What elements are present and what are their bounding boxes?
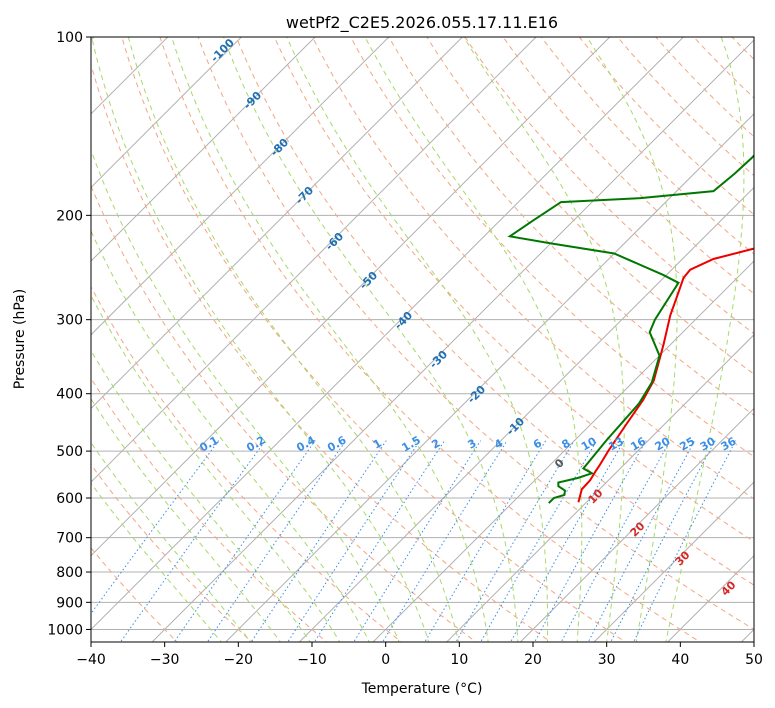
y-tick-label: 300: [56, 313, 83, 329]
mixing-ratio-line: [250, 440, 387, 642]
plot-area: [91, 37, 754, 642]
mixing-ratio-line: [382, 440, 508, 642]
dry-adiabat-line: [197, 37, 754, 631]
x-tick-label: 50: [745, 652, 763, 668]
y-tick-label: 400: [56, 387, 83, 403]
y-tick-label: 600: [56, 491, 83, 507]
moist-adiabat-line: [171, 37, 489, 642]
dry-adiabat-line: [121, 37, 627, 642]
chart-title: wetPf2_C2E5.2026.055.17.11.E16: [286, 13, 558, 33]
moist-adiabat-line: [91, 349, 311, 642]
mixing-ratio-line: [424, 440, 547, 642]
dry-adiabat-line: [311, 37, 754, 500]
isotherm-gridline: [91, 37, 464, 410]
moist-adiabat-line: [91, 482, 222, 642]
x-tick-label: 10: [450, 652, 468, 668]
moist-adiabat-line: [91, 229, 370, 642]
y-tick-label: 200: [56, 208, 83, 224]
plot-frame: [90, 36, 755, 643]
isotherm-gridline: [91, 37, 243, 189]
moist-adiabat-line: [127, 37, 460, 642]
moist-adiabat-line: [91, 148, 400, 642]
y-tick-label: 900: [56, 595, 83, 611]
x-tick-label: 30: [598, 652, 616, 668]
isotherm-gridline: [298, 186, 754, 642]
mixing-ratio-line: [173, 440, 316, 642]
x-tick-label: −20: [224, 652, 254, 668]
isotherm-gridline: [151, 39, 754, 642]
dry-adiabat-line: [91, 62, 552, 642]
moist-adiabat-line: [286, 37, 549, 642]
moist-adiabat-line: [91, 397, 282, 642]
mixing-ratio-line: [480, 440, 598, 642]
mixing-ratio-line: [287, 440, 421, 642]
isotherm-gridline: [372, 260, 754, 642]
isotherm-gridline: [519, 407, 754, 642]
isotherm-gridline: [91, 37, 390, 336]
moist-adiabat-line: [91, 441, 252, 642]
dry-adiabat-line: [91, 184, 477, 642]
mixing-ratio-line: [534, 440, 647, 642]
mixing-ratio-line: [587, 440, 696, 642]
mixing-ratio-line: [560, 440, 671, 642]
mixing-ratio-line: [353, 440, 482, 642]
moist-adiabat-line: [91, 37, 430, 642]
x-tick-label: −40: [76, 652, 106, 668]
dewpoint-profile-line: [507, 153, 754, 504]
isotherm-gridline: [593, 481, 754, 642]
mixing-ratio-line: [610, 440, 716, 642]
x-tick-label: 0: [381, 652, 390, 668]
axes: −40 −30 −20 −10 0 10 20 30 40 50 100 200 300 400 500 60…: [47, 30, 763, 668]
x-tick-label: 40: [671, 652, 689, 668]
dry-adiabat-line: [655, 37, 754, 138]
mixing-ratio-line: [510, 440, 625, 642]
x-tick-label: −30: [150, 652, 180, 668]
y-axis-label: Pressure (hPa): [12, 289, 28, 389]
dry-adiabat-line: [91, 463, 253, 642]
moist-adiabat-line: [463, 37, 625, 642]
isotherm-gridline: [91, 37, 685, 631]
y-tick-label: 100: [56, 30, 83, 46]
mixing-ratio-line: [119, 440, 266, 642]
x-tick-label: 20: [524, 652, 542, 668]
isotherm-gridline: [91, 37, 611, 557]
x-axis-label: Temperature (°C): [361, 681, 483, 697]
isotherm-gridline: [91, 37, 316, 262]
isotherm-gridline: [224, 113, 754, 642]
isotherm-gridline: [91, 37, 537, 483]
y-tick-label: 500: [56, 444, 83, 460]
mixing-ratio-line: [455, 440, 575, 642]
y-tick-label: 1000: [47, 622, 83, 638]
x-tick-label: −10: [297, 652, 327, 668]
isotherm-gridline: [445, 334, 754, 642]
mixing-ratio-line: [313, 440, 446, 642]
dry-adiabat-line: [159, 37, 702, 642]
y-tick-label: 700: [56, 531, 83, 547]
dry-adiabat-line: [91, 285, 403, 642]
temperature-profile-line: [577, 247, 754, 503]
dry-adiabat-line: [273, 37, 754, 543]
y-tick-label: 800: [56, 565, 83, 581]
